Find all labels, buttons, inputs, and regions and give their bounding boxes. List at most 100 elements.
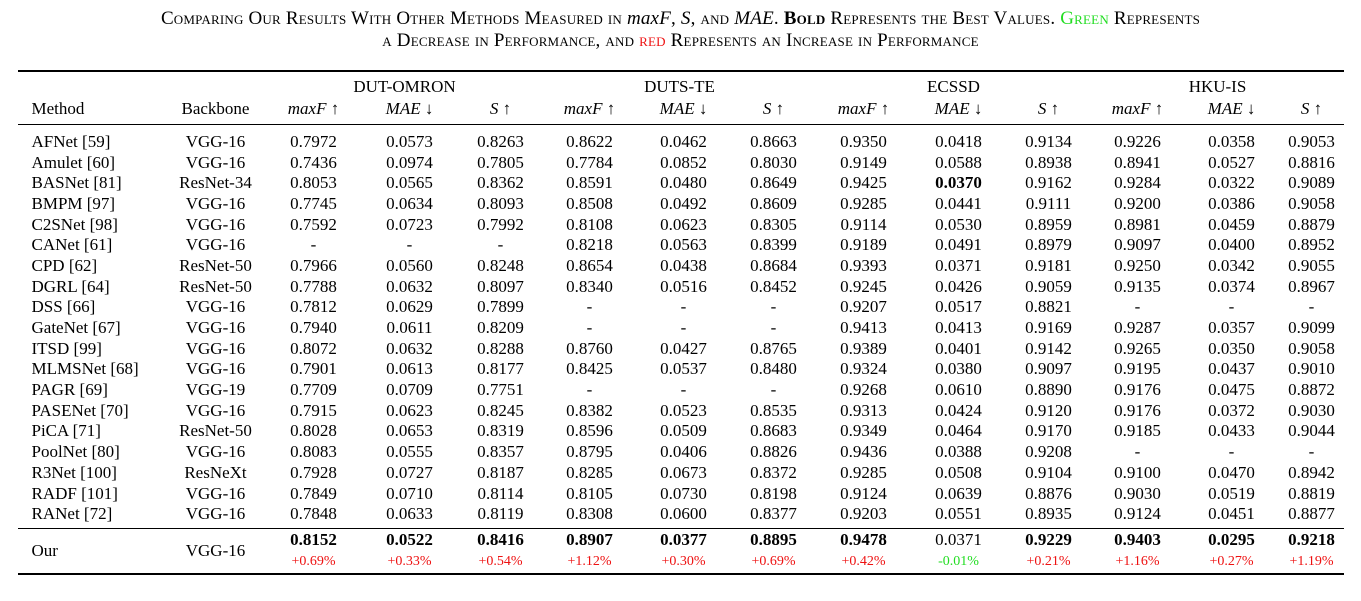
metric-value: 0.7928 bbox=[290, 462, 337, 482]
metric-value: 0.0374 bbox=[1208, 276, 1255, 296]
metric-value: 0.8093 bbox=[477, 193, 524, 213]
backbone-name: VGG-16 bbox=[185, 193, 246, 213]
method-name: Amulet [60] bbox=[31, 152, 116, 172]
our-value: 0.8895 bbox=[750, 530, 797, 550]
metric-value: 0.0480 bbox=[660, 173, 707, 193]
metric-value: - bbox=[680, 297, 687, 317]
table-body: AFNet [59] VGG-16 0.7972 0.0573 0.8263 0.8622… bbox=[17, 125, 1344, 529]
metric-value: 0.8308 bbox=[566, 504, 613, 524]
method-name: BASNet [81] bbox=[31, 173, 122, 193]
metric-value: 0.8952 bbox=[1288, 235, 1335, 255]
metric-value: 0.9413 bbox=[840, 318, 887, 338]
metric-value: 0.0437 bbox=[1208, 359, 1255, 379]
metric-value: 0.0727 bbox=[386, 462, 433, 482]
table-row: CPD [62] ResNet-50 0.7966 0.0560 0.8248 0.865… bbox=[18, 255, 1344, 276]
metric-value: 0.7592 bbox=[290, 214, 337, 234]
metric-value: 0.7899 bbox=[477, 297, 524, 317]
metric-value: 0.8209 bbox=[477, 318, 524, 338]
metric-value: 0.8941 bbox=[1114, 152, 1161, 172]
metric-header: maxF ↑ bbox=[287, 99, 340, 118]
backbone-name: VGG-16 bbox=[185, 214, 246, 234]
metric-value: 0.0433 bbox=[1208, 421, 1255, 441]
metric-value: - bbox=[770, 380, 777, 400]
metric-value: 0.9120 bbox=[1025, 400, 1072, 420]
metric-value: 0.0673 bbox=[660, 462, 707, 482]
metric-value: 0.0527 bbox=[1208, 152, 1255, 172]
delta-value: +0.69% bbox=[291, 554, 336, 570]
metric-value: 0.0516 bbox=[660, 276, 707, 296]
metric-value: 0.9226 bbox=[1114, 131, 1161, 151]
metric-value: 0.9324 bbox=[840, 359, 887, 379]
metric-value: 0.0370 bbox=[935, 173, 982, 193]
metric-value: 0.8399 bbox=[750, 235, 797, 255]
metric-value: 0.0974 bbox=[386, 152, 433, 172]
metric-value: 0.0424 bbox=[935, 400, 982, 420]
metric-value: 0.0560 bbox=[386, 255, 433, 275]
metric-header: maxF ↑ bbox=[837, 99, 890, 118]
metric-value: 0.9100 bbox=[1114, 462, 1161, 482]
metric-value: 0.8508 bbox=[566, 193, 613, 213]
metric-value: - bbox=[1308, 442, 1315, 462]
metric-value: 0.8622 bbox=[566, 131, 613, 151]
metric-value: 0.9195 bbox=[1114, 359, 1161, 379]
metric-header: maxF ↑ bbox=[1111, 99, 1164, 118]
metric-value: 0.8981 bbox=[1114, 214, 1161, 234]
metric-value: 0.9170 bbox=[1025, 421, 1072, 441]
metric-value: 0.9010 bbox=[1288, 359, 1335, 379]
metric-value: 0.0380 bbox=[935, 359, 982, 379]
metric-value: 0.8377 bbox=[750, 504, 797, 524]
backbone-name: VGG-16 bbox=[185, 359, 246, 379]
method-name: PiCA [71] bbox=[31, 421, 101, 441]
metric-value: 0.0523 bbox=[660, 400, 707, 420]
metric-value: - bbox=[310, 235, 317, 255]
delta-value: +0.42% bbox=[841, 554, 886, 570]
metric-value: 0.9181 bbox=[1025, 255, 1072, 275]
metric-value: 0.8876 bbox=[1025, 483, 1072, 503]
metric-value: 0.7901 bbox=[290, 359, 337, 379]
our-value: 0.8416 bbox=[477, 530, 524, 550]
metric-value: 0.9287 bbox=[1114, 318, 1161, 338]
metric-value: 0.8765 bbox=[750, 338, 797, 358]
metric-value: 0.8935 bbox=[1025, 504, 1072, 524]
metric-value: 0.8654 bbox=[566, 255, 613, 275]
metric-value: 0.9284 bbox=[1114, 173, 1161, 193]
metric-value: 0.0508 bbox=[935, 462, 982, 482]
metric-value: 0.0342 bbox=[1208, 255, 1255, 275]
metric-header: MAE ↓ bbox=[385, 99, 434, 118]
metric-value: 0.0588 bbox=[935, 152, 982, 172]
metric-value: 0.0639 bbox=[935, 483, 982, 503]
delta-value: +0.54% bbox=[478, 554, 523, 570]
metric-value: 0.0610 bbox=[935, 380, 982, 400]
metric-value: 0.0322 bbox=[1208, 173, 1255, 193]
backbone-name: VGG-19 bbox=[185, 380, 246, 400]
backbone-name: VGG-16 bbox=[185, 318, 246, 338]
our-value: 0.0522 bbox=[386, 530, 433, 550]
metric-value: 0.8198 bbox=[750, 483, 797, 503]
delta-value: +0.21% bbox=[1026, 554, 1071, 570]
table-row: GateNet [67] VGG-16 0.7940 0.0611 0.8209 - - - 0… bbox=[18, 317, 1344, 338]
backbone-name: VGG-16 bbox=[185, 297, 246, 317]
metric-value: 0.9425 bbox=[840, 173, 887, 193]
metric-value: 0.0371 bbox=[935, 255, 982, 275]
metric-value: 0.9393 bbox=[840, 255, 887, 275]
metric-value: 0.8097 bbox=[477, 276, 524, 296]
metric-value: 0.9185 bbox=[1114, 421, 1161, 441]
metric-header: S ↑ bbox=[1300, 99, 1323, 118]
caption-line-1: Comparing Our Results With Other Methods… bbox=[160, 8, 1201, 29]
our-value: 0.0295 bbox=[1208, 530, 1255, 550]
table-row: CANet [61] VGG-16 - - - 0.8218 0.0563 0.8399 0.9… bbox=[18, 234, 1344, 255]
metric-value: 0.7940 bbox=[290, 318, 337, 338]
metric-value: 0.7436 bbox=[290, 152, 337, 172]
metric-value: 0.0563 bbox=[660, 235, 707, 255]
delta-value: +0.27% bbox=[1209, 554, 1254, 570]
metric-value: 0.8826 bbox=[750, 442, 797, 462]
metric-value: 0.8480 bbox=[750, 359, 797, 379]
metric-value: 0.8425 bbox=[566, 359, 613, 379]
method-name: DGRL [64] bbox=[31, 276, 110, 296]
metric-value: - bbox=[1228, 297, 1235, 317]
metric-value: 0.8609 bbox=[750, 193, 797, 213]
metric-value: 0.8305 bbox=[750, 214, 797, 234]
metric-header: S ↑ bbox=[489, 99, 512, 118]
table-row: PiCA [71] ResNet-50 0.8028 0.0653 0.8319 0.85… bbox=[18, 421, 1344, 442]
method-name: RANet [72] bbox=[31, 504, 113, 524]
